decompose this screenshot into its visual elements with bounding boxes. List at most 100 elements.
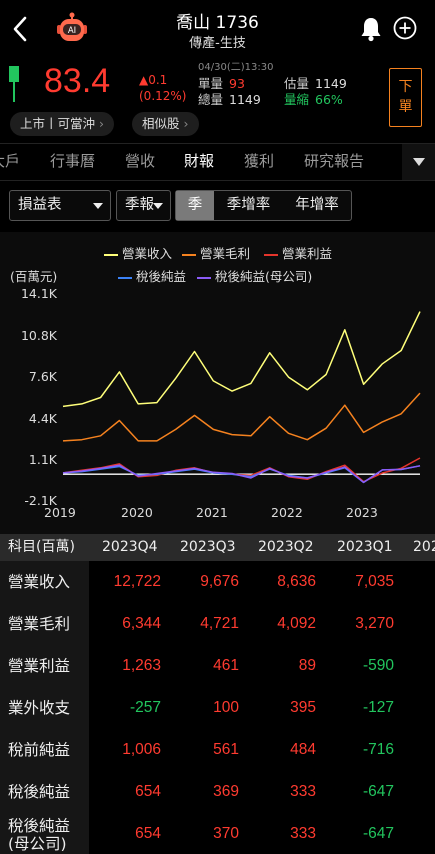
- legend-operating-income: 營業利益: [264, 243, 332, 262]
- table-cell: 6,344: [122, 615, 161, 632]
- table-cell: 4,092: [277, 615, 316, 632]
- legend-gross-profit: 營業毛利: [182, 243, 250, 262]
- column-header[interactable]: 2023Q1: [337, 539, 393, 555]
- tab-profit[interactable]: 獲利: [244, 152, 275, 170]
- table-cell: 12,722: [113, 573, 161, 590]
- row-label: 稅前純益: [0, 729, 89, 771]
- tab-financials[interactable]: 財報: [184, 152, 215, 170]
- y-tick: 1.1K: [28, 452, 57, 467]
- legend-label: 營業收入: [122, 246, 173, 261]
- table-cell: 461: [213, 657, 239, 674]
- table-cell: 4,721: [200, 615, 239, 632]
- table-cell: 370: [213, 825, 239, 842]
- tab-calendar[interactable]: 行事曆: [50, 152, 96, 170]
- plot-area: [62, 311, 421, 484]
- table-cell: -127: [362, 699, 394, 716]
- table-cell: -257: [129, 699, 161, 716]
- chart-unit-label: (百萬元): [10, 269, 58, 284]
- back-icon[interactable]: [10, 14, 30, 44]
- table-row[interactable]: 稅後純益 654 369 333 -647: [0, 771, 435, 813]
- tab-revenue[interactable]: 營收: [125, 152, 156, 170]
- y-tick: 4.4K: [28, 411, 57, 426]
- y-tick: 10.8K: [20, 328, 57, 343]
- est-value: 1149: [315, 76, 347, 91]
- legend-label: 營業利益: [282, 246, 333, 261]
- caret-down-icon: [93, 203, 103, 209]
- table-cell: 3,270: [355, 615, 394, 632]
- segment-yoy[interactable]: 年增率: [295, 197, 339, 213]
- divider: [0, 180, 435, 181]
- x-tick: 2020: [121, 505, 153, 520]
- column-header[interactable]: 2023Q2: [258, 539, 314, 555]
- column-header[interactable]: 2023Q4: [102, 539, 158, 555]
- add-circle-icon[interactable]: [393, 16, 417, 40]
- listing-label: 上市丨可當沖: [20, 116, 96, 131]
- candlestick-icon: [8, 64, 20, 104]
- y-tick: -2.1K: [24, 493, 57, 508]
- table-cell: -590: [362, 657, 394, 674]
- series-line-2: [62, 457, 421, 483]
- legend-revenue: 營業收入: [104, 243, 172, 262]
- table-row[interactable]: 稅後純益 (母公司) 654 370 333 -647: [0, 813, 435, 854]
- similar-label: 相似股: [142, 116, 180, 131]
- x-tick: 2021: [196, 505, 228, 520]
- price-change: ▲0.1: [139, 73, 168, 87]
- legend-swatch: [182, 253, 196, 256]
- caret-down-icon: [153, 203, 163, 209]
- legend-swatch: [118, 276, 132, 279]
- legend-net-income-parent: 稅後純益(母公司): [197, 266, 312, 285]
- bell-icon[interactable]: [360, 16, 382, 42]
- header: AI 喬山 1736 傳產-生技: [0, 0, 435, 58]
- robot-ai-icon[interactable]: AI: [54, 12, 90, 48]
- similar-stocks-pill[interactable]: 相似股 ›: [132, 112, 199, 136]
- quote-datetime: 04/30(二)13:30: [198, 62, 274, 73]
- view-mode-segmented: 季 季增率 年增率: [175, 190, 352, 221]
- table-header: 科目(百萬) 2023Q4 2023Q3 2023Q2 2023Q1 202: [0, 534, 435, 561]
- stock-title: 喬山 1736: [176, 13, 259, 33]
- segment-qoq[interactable]: 季增率: [226, 197, 271, 213]
- legend-swatch: [197, 276, 211, 279]
- table-row[interactable]: 稅前純益 1,006 561 484 -716: [0, 729, 435, 771]
- est-label: 估量: [284, 76, 310, 91]
- shrink-label: 量縮: [284, 92, 310, 107]
- table-cell: 89: [298, 657, 316, 674]
- table-cell: -647: [362, 825, 394, 842]
- volume-label: 單量: [198, 76, 224, 91]
- row-label: 業外收支: [0, 687, 89, 729]
- total-value: 1149: [229, 92, 261, 107]
- total-volume-stat: 總量 1149: [198, 89, 261, 108]
- table-cell: 484: [290, 741, 316, 758]
- tab-major-holders[interactable]: 大戶: [0, 152, 21, 170]
- avatar-label: AI: [68, 26, 76, 36]
- header-label: 科目(百萬): [8, 539, 75, 555]
- table-cell: 9,676: [200, 573, 239, 590]
- order-button[interactable]: 下單: [389, 68, 422, 127]
- tab-research-report[interactable]: 研究報告: [304, 152, 365, 170]
- legend-label: 稅後純益(母公司): [215, 269, 313, 284]
- statement-select[interactable]: 損益表: [9, 190, 111, 221]
- tabs-dropdown-icon[interactable]: [402, 144, 435, 180]
- volume-stat: 單量 93: [198, 73, 245, 92]
- price-change-percent: (0.12%): [139, 89, 187, 103]
- legend-net-income: 稅後純益: [118, 266, 186, 285]
- segment-quarter[interactable]: 季: [176, 191, 214, 220]
- table-cell: 333: [290, 783, 316, 800]
- statement-value: 損益表: [18, 197, 62, 213]
- column-header[interactable]: 2023Q3: [180, 539, 236, 555]
- table-row[interactable]: 業外收支 -257 100 395 -127: [0, 687, 435, 729]
- table-cell: 395: [290, 699, 316, 716]
- listing-pill[interactable]: 上市丨可當沖 ›: [10, 112, 115, 136]
- y-tick: 14.1K: [20, 286, 57, 301]
- table-row[interactable]: 營業利益 1,263 461 89 -590: [0, 645, 435, 687]
- x-tick: 2022: [271, 505, 303, 520]
- column-header[interactable]: 202: [413, 539, 435, 555]
- period-select[interactable]: 季報: [116, 190, 171, 221]
- chevron-right-icon: ›: [183, 116, 189, 131]
- income-chart: 營業收入 營業毛利 營業利益 稅後純益 稅後純益(母公司) (百萬元) 14.1…: [0, 232, 435, 534]
- series-line-0: [62, 311, 421, 408]
- table-cell: 100: [213, 699, 239, 716]
- y-tick: 7.6K: [28, 369, 57, 384]
- table-cell: 369: [213, 783, 239, 800]
